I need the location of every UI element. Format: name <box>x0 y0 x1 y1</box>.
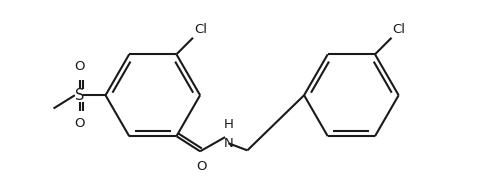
Text: H: H <box>223 118 233 130</box>
Text: S: S <box>75 88 84 103</box>
Text: O: O <box>74 118 85 130</box>
Text: Cl: Cl <box>392 23 406 36</box>
Text: N: N <box>223 137 233 150</box>
Text: O: O <box>74 60 85 73</box>
Text: O: O <box>196 160 206 173</box>
Text: Cl: Cl <box>194 23 207 36</box>
